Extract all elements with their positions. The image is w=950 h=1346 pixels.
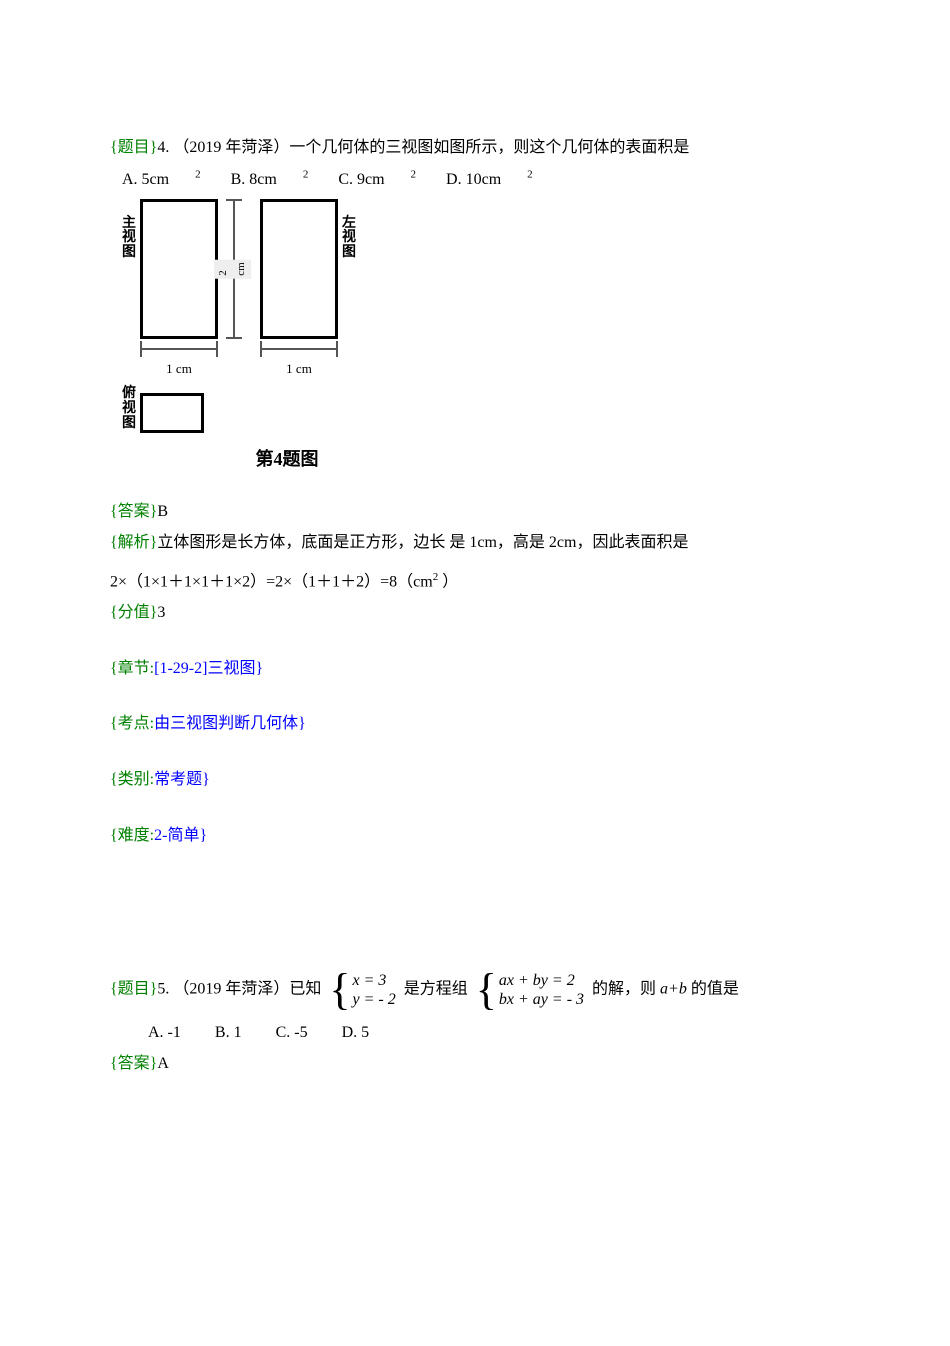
- type-prefix: {类别:: [110, 771, 154, 788]
- difficulty-prefix: {难度:: [110, 827, 154, 844]
- q4-figure: 主视图 1 cm 2 cm: [122, 199, 452, 434]
- sys2-eq2: bx + ay = - 3: [499, 990, 584, 1009]
- main-view-label-text: 主视图: [122, 217, 136, 261]
- q5-title-prefix: {题目}: [110, 981, 157, 998]
- q4-title-prefix: {题目}: [110, 139, 157, 156]
- chapter-body: [1-29-2]三视图}: [154, 660, 263, 677]
- hdim-bar: [140, 341, 218, 357]
- sys1-eq2: y = - 2: [353, 990, 396, 1009]
- q4-title-text: 4. （2019 年菏泽）一个几何体的三视图如图所示，则这个几何体的表面积是: [157, 139, 689, 156]
- main-view-block: 1 cm: [140, 199, 218, 380]
- main-view-rect: [140, 199, 218, 339]
- q4-options: A. 5cm2 B. 8cm2 C. 9cm2 D. 10cm2: [122, 167, 840, 193]
- left-view-hdim-label: 1 cm: [286, 359, 312, 380]
- q4-point-line: {考点:由三视图判断几何体}: [110, 711, 840, 737]
- q4-calculation: 2×（1×1＋1×1＋1×2）=2×（1＋1＋2）=8（cm2 ）: [110, 569, 840, 595]
- q4-opt-a: A. 5cm2: [122, 171, 201, 188]
- system-1: { x = 3 y = - 2: [329, 970, 395, 1010]
- difficulty-body: 2-简单}: [154, 827, 207, 844]
- left-view-label: 左视图: [342, 199, 356, 261]
- sys1-eq1: x = 3: [353, 971, 396, 990]
- point-prefix: {考点:: [110, 715, 154, 732]
- q5-ab: a+b: [660, 981, 687, 998]
- q5-answer: A: [157, 1055, 169, 1072]
- sys2-eq1: ax + by = 2: [499, 971, 584, 990]
- q5-title-line: {题目}5. （2019 年菏泽）已知 { x = 3 y = - 2 是方程组…: [110, 970, 840, 1010]
- q5-opt-a: A. -1: [148, 1024, 181, 1041]
- q4-difficulty-line: {难度:2-简单}: [110, 823, 840, 849]
- q5-opt-b: B. 1: [215, 1024, 242, 1041]
- system-2: { ax + by = 2 bx + ay = - 3: [476, 970, 584, 1010]
- q5-answer-line: {答案}A: [110, 1051, 840, 1077]
- answer-prefix: {答案}: [110, 503, 157, 520]
- q4-analysis-line: {解析}立体图形是长方体，底面是正方形，边长 是 1cm，高是 2cm，因此表面…: [110, 530, 840, 556]
- left-view-label-text: 左视图: [342, 217, 356, 261]
- q5-text-mid: 是方程组: [404, 981, 468, 998]
- q5-text-post2: 的值是: [687, 981, 739, 998]
- figure-caption: 第4题图: [122, 445, 452, 474]
- document-page: {题目}4. （2019 年菏泽）一个几何体的三视图如图所示，则这个几何体的表面…: [0, 0, 950, 1161]
- figure-row-1: 主视图 1 cm 2 cm: [122, 199, 452, 380]
- top-view-rect: [140, 393, 204, 433]
- q4-opt-b: B. 8cm2: [231, 171, 309, 188]
- q5-opt-c: C. -5: [276, 1024, 308, 1041]
- brace-icon: {: [329, 970, 352, 1010]
- analysis-prefix: {解析}: [110, 534, 157, 551]
- left-view-rect: [260, 199, 338, 339]
- left-view-block: 1 cm: [260, 199, 338, 380]
- main-view-hdim: 1 cm: [140, 341, 218, 380]
- brace-icon: {: [476, 970, 499, 1010]
- top-view-label: 俯视图: [122, 387, 136, 431]
- main-view-vdim: 2 cm: [226, 199, 242, 339]
- chapter-prefix: {章节:: [110, 660, 154, 677]
- figure-row-2: 俯视图: [122, 387, 452, 433]
- left-view-hdim: 1 cm: [260, 341, 338, 380]
- q4-answer: B: [157, 503, 168, 520]
- q4-chapter-line: {章节:[1-29-2]三视图}: [110, 656, 840, 682]
- point-body: 由三视图判断几何体}: [154, 715, 306, 732]
- q4-score-line: {分值}3: [110, 600, 840, 626]
- q4-analysis-text: 立体图形是长方体，底面是正方形，边长 是 1cm，高是 2cm，因此表面积是: [157, 534, 688, 551]
- q4-opt-c: C. 9cm2: [338, 171, 416, 188]
- q5-opt-d: D. 5: [342, 1024, 370, 1041]
- main-view-label: 主视图: [122, 199, 136, 261]
- q4-type-line: {类别:常考题}: [110, 767, 840, 793]
- q4-score: 3: [157, 604, 165, 621]
- q4-title-line: {题目}4. （2019 年菏泽）一个几何体的三视图如图所示，则这个几何体的表面…: [110, 135, 840, 161]
- top-view-label-text: 俯视图: [122, 387, 136, 431]
- q5-text-pre: 5. （2019 年菏泽）已知: [157, 981, 321, 998]
- score-prefix: {分值}: [110, 604, 157, 621]
- q4-answer-line: {答案}B: [110, 499, 840, 525]
- main-view-vdim-label: 2 cm: [214, 259, 251, 278]
- q4-opt-d: D. 10cm2: [446, 171, 533, 188]
- type-body: 常考题}: [154, 771, 210, 788]
- q5-text-post1: 的解，则: [592, 981, 660, 998]
- answer-prefix: {答案}: [110, 1055, 157, 1072]
- main-view-hdim-label: 1 cm: [166, 359, 192, 380]
- q5-options: A. -1 B. 1 C. -5 D. 5: [148, 1020, 840, 1046]
